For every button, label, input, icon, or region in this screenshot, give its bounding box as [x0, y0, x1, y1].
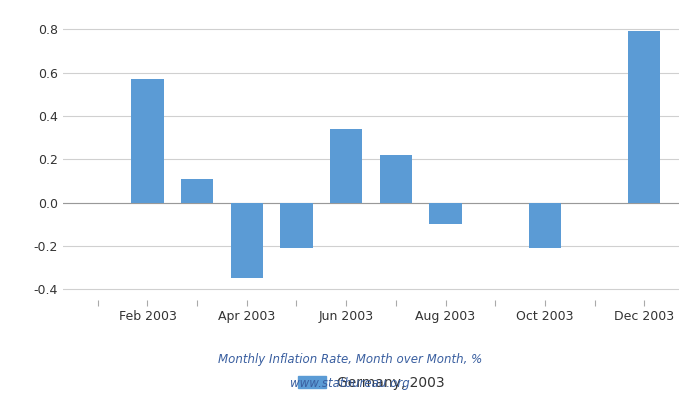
Bar [429, 202, 462, 224]
Text: www.statbureau.org: www.statbureau.org [290, 378, 410, 390]
Bar [330, 129, 363, 202]
Bar [628, 32, 660, 202]
Bar [280, 202, 313, 248]
Bar [231, 202, 263, 278]
Legend: Germany, 2003: Germany, 2003 [292, 370, 450, 396]
Bar [132, 79, 164, 202]
Bar [528, 202, 561, 248]
Bar [379, 155, 412, 202]
Text: Monthly Inflation Rate, Month over Month, %: Monthly Inflation Rate, Month over Month… [218, 354, 482, 366]
Bar [181, 179, 214, 202]
